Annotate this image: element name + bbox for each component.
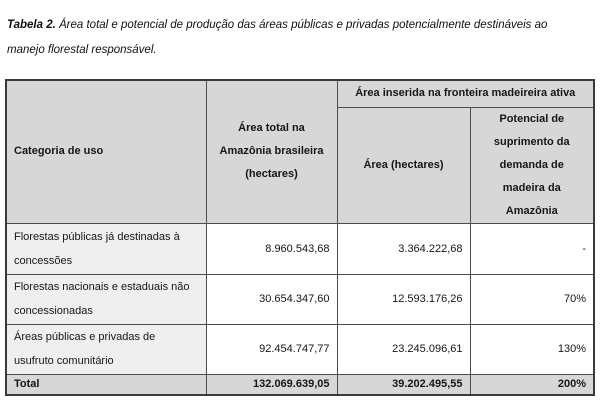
table-caption-label: Tabela 2. — [7, 19, 56, 31]
header-supply-potential: Potencial de suprimento da demanda de ma… — [469, 106, 595, 224]
total-area-sum-cell: 132.069.639,05 — [205, 373, 338, 396]
category-cell: Áreas públicas e privadas de usufruto co… — [5, 323, 207, 375]
frontier-area-cell: 12.593.176,26 — [336, 273, 471, 325]
table-row: Florestas nacionais e estaduais não conc… — [5, 273, 595, 325]
potential-cell: - — [469, 222, 595, 275]
category-cell: Florestas nacionais e estaduais não conc… — [5, 273, 207, 325]
header-total-area: Área total na Amazônia brasileira (hecta… — [205, 79, 338, 224]
potential-cell: 130% — [469, 323, 595, 375]
table-row: Florestas públicas já destinadas à conce… — [5, 222, 595, 275]
table-row: Áreas públicas e privadas de usufruto co… — [5, 323, 595, 375]
table-total-row: Total 132.069.639,05 39.202.495,55 200% — [5, 373, 595, 396]
data-table: Categoria de uso Área total na Amazônia … — [5, 79, 596, 396]
total-area-cell: 92.454.747,77 — [205, 323, 338, 375]
total-label-cell: Total — [5, 373, 207, 396]
frontier-area-cell: 3.364.222,68 — [336, 222, 471, 275]
frontier-area-cell: 23.245.096,61 — [336, 323, 471, 375]
total-area-cell: 8.960.543,68 — [205, 222, 338, 275]
table-caption: Tabela 2. Área total e potencial de prod… — [7, 13, 585, 63]
category-cell: Florestas públicas já destinadas à conce… — [5, 222, 207, 275]
table-caption-text: Área total e potencial de produção das á… — [7, 19, 548, 56]
total-area-cell: 30.654.347,60 — [205, 273, 338, 325]
header-frontier-area: Área (hectares) — [336, 106, 471, 224]
header-category: Categoria de uso — [5, 79, 207, 224]
header-frontier-group: Área inserida na fronteira madeireira at… — [336, 79, 595, 108]
frontier-area-sum-cell: 39.202.495,55 — [336, 373, 471, 396]
potential-cell: 70% — [469, 273, 595, 325]
potential-sum-cell: 200% — [469, 373, 595, 396]
